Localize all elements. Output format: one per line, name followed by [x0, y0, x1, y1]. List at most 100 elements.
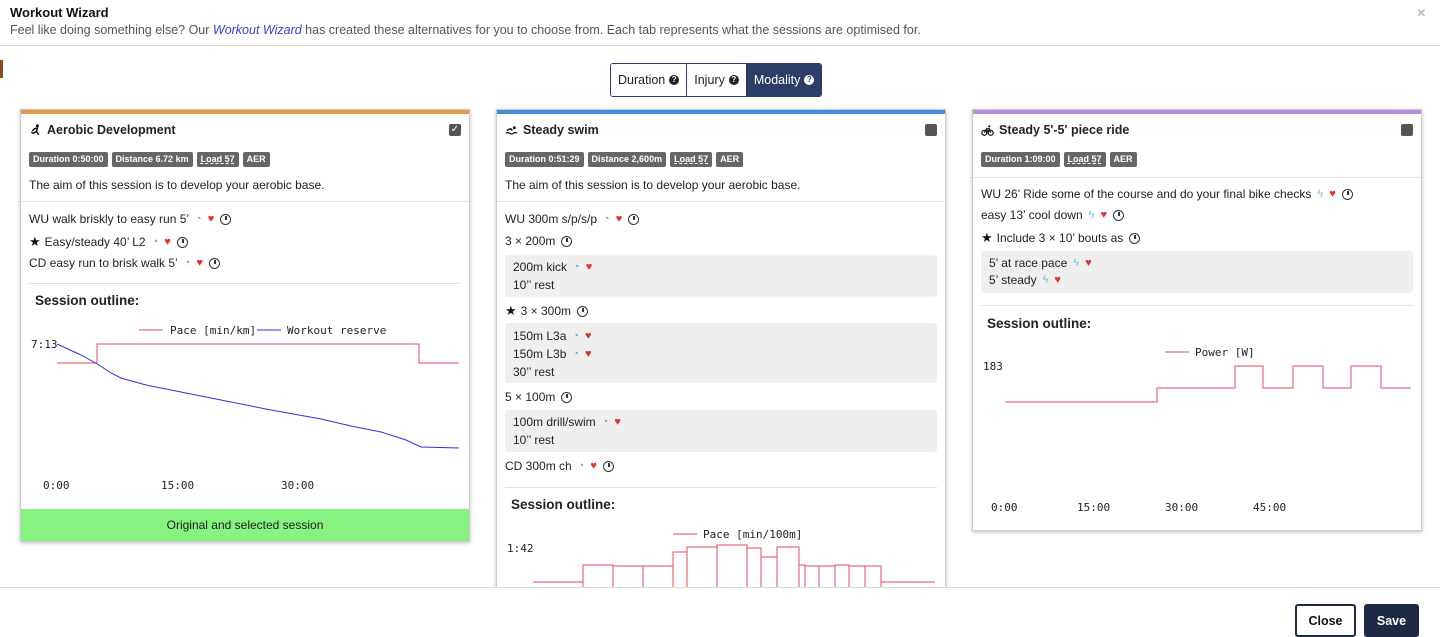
- lightning-icon: ϟ: [1317, 187, 1324, 200]
- step-row: WU 26’ Ride some of the course and do yo…: [981, 187, 1353, 201]
- background-edge: [0, 60, 3, 78]
- help-icon[interactable]: [669, 75, 680, 85]
- outline-title: Session outline:: [511, 497, 616, 512]
- session-outline-chart: Pace [min/km] Workout reserve 7:13 0:00 …: [31, 324, 460, 492]
- intensity-gauge-icon: ◔: [151, 235, 159, 248]
- x-tick: 0:00: [991, 501, 1018, 514]
- tab-duration[interactable]: Duration: [611, 64, 688, 96]
- clock-icon: [628, 213, 640, 225]
- legend-label-reserve: Workout reserve: [287, 324, 386, 337]
- step-row: CD easy run to brisk walk 5’ ◔ ♥: [29, 256, 220, 270]
- heart-icon: ♥: [207, 212, 215, 225]
- repeat-block: 5’ at race pace ϟ ♥ 5’ steady ϟ ♥: [981, 251, 1413, 293]
- legend-label-pace: Pace [min/100m]: [703, 528, 802, 541]
- swim-icon: [505, 125, 518, 135]
- heart-icon: ♥: [196, 256, 203, 269]
- tab-modality[interactable]: Modality: [746, 64, 822, 96]
- modal-footer: Close Save: [0, 587, 1440, 637]
- clock-icon: [602, 460, 614, 472]
- select-checkbox[interactable]: [925, 124, 937, 136]
- workout-wizard-link[interactable]: Workout Wizard: [212, 23, 302, 37]
- select-checkbox[interactable]: [1401, 124, 1413, 136]
- select-checkbox-checked[interactable]: ✓: [449, 124, 461, 136]
- card-accent-bar: [973, 110, 1421, 114]
- session-aim: The aim of this session is to develop yo…: [505, 178, 801, 192]
- session-card-aerobic[interactable]: Aerobic Development ✓ Duration 0:50:00 D…: [20, 109, 470, 542]
- step-row: WU walk briskly to easy run 5’ ◔ ♥: [29, 212, 232, 226]
- y-tick: 7:13: [31, 338, 58, 351]
- legend-label-power: Power [W]: [1195, 346, 1255, 359]
- card-title: Aerobic Development: [29, 123, 176, 137]
- session-card-swim[interactable]: Steady swim Duration 0:51:29 Distance 2,…: [496, 109, 946, 609]
- session-tags: Duration 0:50:00 Distance 6.72 km Load 5…: [29, 152, 270, 167]
- run-icon: [31, 123, 40, 135]
- workout-reserve-line: [56, 343, 460, 449]
- divider: [497, 201, 945, 202]
- intensity-gauge-icon: ◔: [183, 256, 191, 269]
- selected-session-banner: Original and selected session: [21, 509, 469, 541]
- type-tag: AER: [1109, 152, 1137, 167]
- save-button[interactable]: Save: [1364, 604, 1419, 637]
- step-row: 5 × 100m: [505, 390, 573, 404]
- divider: [29, 283, 461, 284]
- intensity-gauge-icon: ◔: [601, 415, 609, 428]
- session-aim: The aim of this session is to develop yo…: [29, 178, 325, 192]
- repeat-block: 200m kick ◔ ♥ 10’’ rest: [505, 255, 937, 297]
- duration-tag: Duration 0:51:29: [505, 152, 584, 167]
- session-card-ride[interactable]: Steady 5'-5' piece ride Duration 1:09:00…: [972, 109, 1422, 531]
- star-icon: ★: [981, 230, 993, 245]
- clock-icon: [1112, 209, 1124, 221]
- lightning-icon: ϟ: [1042, 273, 1049, 286]
- x-tick: 15:00: [1077, 501, 1110, 514]
- step-row: ★ Easy/steady 40’ L2 ◔ ♥: [29, 234, 188, 250]
- heart-icon: ♥: [1329, 187, 1336, 200]
- intensity-gauge-icon: ◔: [577, 459, 585, 472]
- distance-tag: Distance 6.72 km: [111, 152, 193, 167]
- help-icon[interactable]: [728, 75, 739, 85]
- clock-icon: [1341, 188, 1353, 200]
- heart-icon: ♥: [1054, 273, 1061, 286]
- load-tag[interactable]: Load 57: [196, 152, 239, 167]
- heart-icon: ♥: [590, 459, 597, 472]
- x-tick: 30:00: [1165, 501, 1198, 514]
- divider: [981, 305, 1413, 306]
- x-tick: 45:00: [1253, 501, 1286, 514]
- clock-icon: [1129, 232, 1141, 244]
- step-row: ★ Include 3 × 10’ bouts as: [981, 230, 1141, 246]
- step-row: CD 300m ch ◔ ♥: [505, 459, 614, 473]
- duration-tag: Duration 0:50:00: [29, 152, 108, 167]
- heart-icon: ♥: [1085, 256, 1092, 269]
- type-tag: AER: [716, 152, 744, 167]
- intensity-gauge-icon: ◔: [195, 212, 202, 225]
- load-tag[interactable]: Load 57: [1063, 152, 1106, 167]
- step-row: 3 × 200m: [505, 234, 573, 248]
- x-tick: 0:00: [43, 479, 70, 492]
- legend-label-pace: Pace [min/km]: [170, 324, 256, 337]
- clock-icon: [577, 305, 589, 317]
- close-icon[interactable]: ×: [1416, 5, 1426, 22]
- step-row: ★ 3 × 300m: [505, 303, 589, 319]
- pace-line: [57, 343, 459, 364]
- heart-icon: ♥: [585, 260, 593, 273]
- optimisation-tabs: Duration Injury Modality: [610, 63, 823, 97]
- modal-title: Workout Wizard: [10, 5, 109, 20]
- clock-icon: [208, 257, 220, 269]
- modal-subtitle: Feel like doing something else? Our Work…: [10, 23, 921, 37]
- load-tag[interactable]: Load 57: [670, 152, 713, 167]
- close-button[interactable]: Close: [1295, 604, 1356, 637]
- card-accent-bar: [21, 110, 469, 114]
- heart-icon: ♥: [164, 235, 171, 248]
- repeat-block: 150m L3a ◔ ♥ 150m L3b ◔ ♥ 30’’ rest: [505, 323, 937, 383]
- heart-icon: ♥: [1100, 208, 1107, 221]
- session-tags: Duration 1:09:00 Load 57 AER: [981, 152, 1137, 167]
- star-icon: ★: [29, 234, 41, 249]
- help-icon[interactable]: [804, 75, 815, 85]
- intensity-gauge-icon: ◔: [572, 347, 580, 360]
- type-tag: AER: [242, 152, 270, 167]
- star-icon: ★: [505, 303, 517, 318]
- distance-tag: Distance 2,600m: [587, 152, 667, 167]
- tab-injury[interactable]: Injury: [687, 64, 747, 96]
- x-tick: 15:00: [161, 479, 194, 492]
- lightning-icon: ϟ: [1088, 208, 1095, 221]
